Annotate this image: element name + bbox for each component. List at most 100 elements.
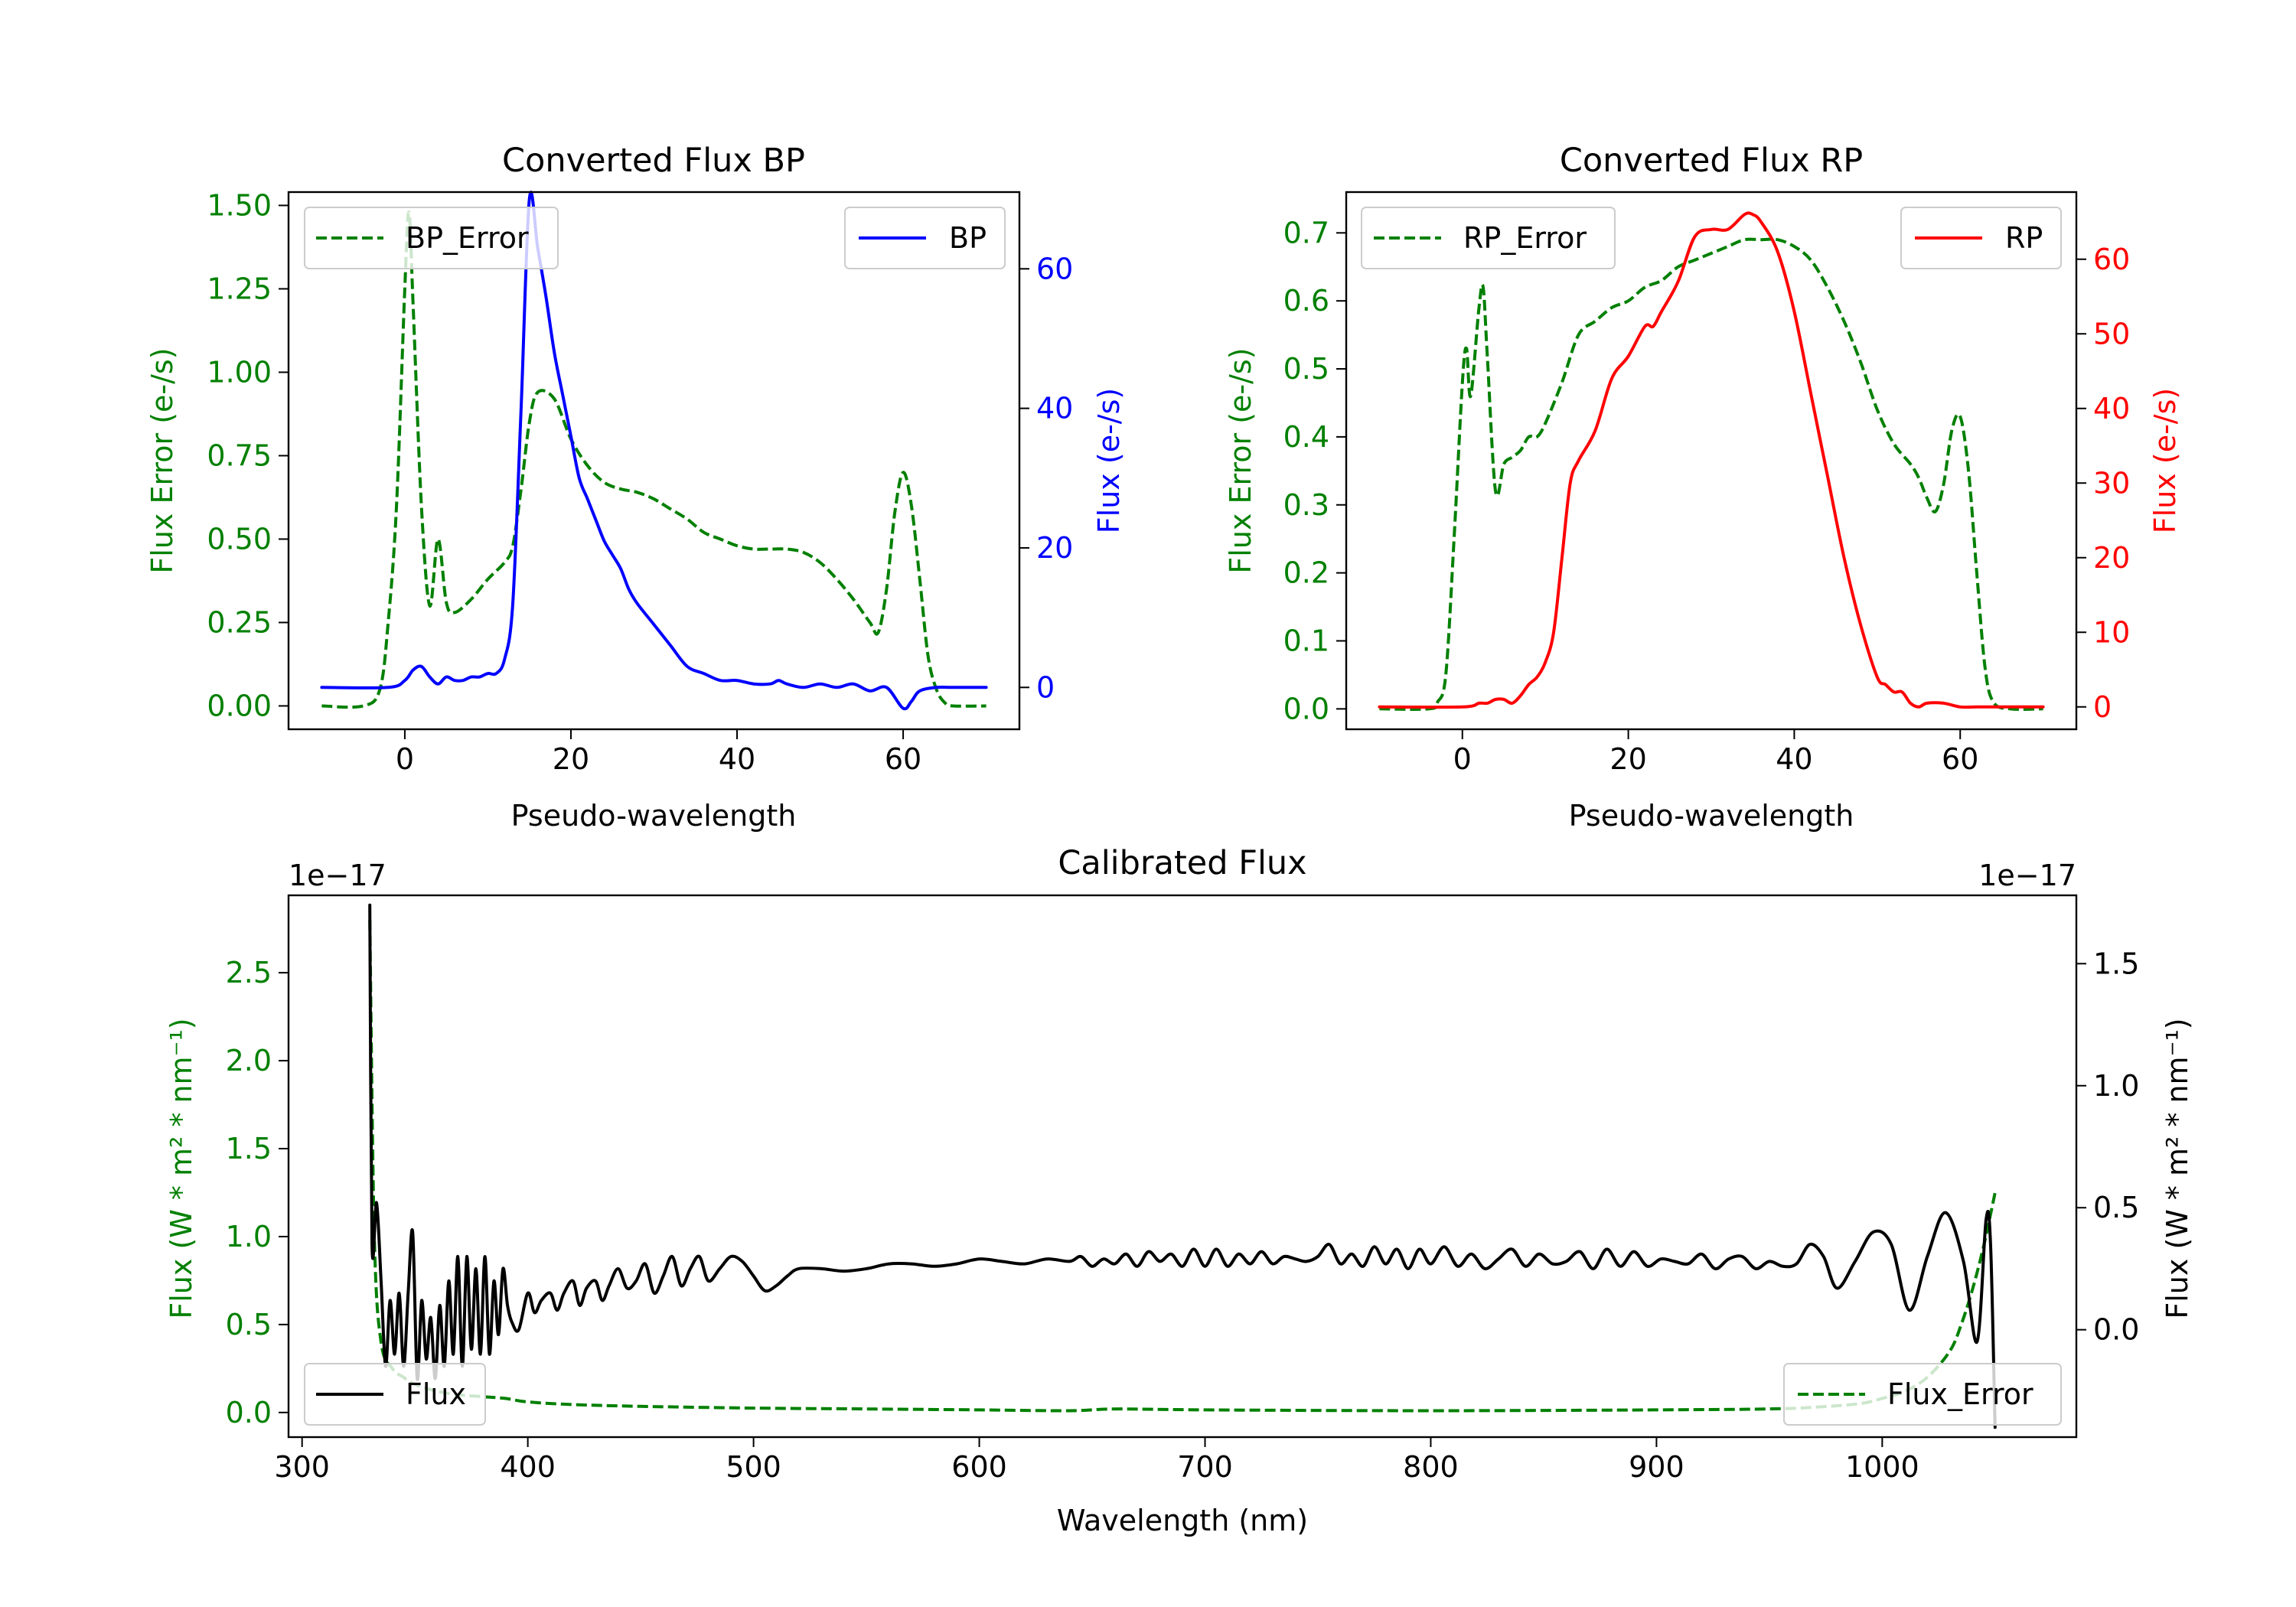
cal-right-y-tick-label: 1.5 — [2093, 947, 2139, 980]
cal-x-tick-label: 600 — [951, 1450, 1007, 1484]
cal-left-y-tick-label: 0.0 — [226, 1396, 272, 1429]
rp-right-y-tick-label: 40 — [2093, 392, 2130, 425]
rp-series-layer — [1378, 211, 2045, 711]
bp-panel: 0 20 40 60 0.00 0.25 0.50 0.75 1.00 1.25 1.50 0 20… — [145, 142, 1126, 833]
bp-right-y-ticks: 0 20 40 60 — [1019, 252, 1073, 704]
rp-right-y-tick-label: 30 — [2093, 466, 2130, 500]
calibrated-panel: 300 400 500 600 700 800 900 1000 0.0 0.5 1.0 1.5 2.… — [165, 844, 2194, 1537]
bp-x-tick-label: 40 — [719, 742, 755, 776]
cal-left-y-tick-label: 1.5 — [226, 1132, 272, 1165]
cal-right-y-tick-label: 1.0 — [2093, 1069, 2139, 1103]
cal-x-tick-label: 1000 — [1845, 1450, 1919, 1484]
bp-series-layer — [320, 191, 988, 711]
cal-x-tick-label: 900 — [1629, 1450, 1684, 1484]
bp-x-axis-label: Pseudo-wavelength — [511, 799, 797, 833]
cal-x-tick-label: 800 — [1403, 1450, 1459, 1484]
rp-left-y-tick-label: 0.7 — [1283, 216, 1329, 249]
cal-left-y-tick-label: 2.5 — [226, 956, 272, 989]
bp-left-y-tick-label: 1.00 — [207, 355, 272, 389]
calibrated-error-legend-label: Flux_Error — [1887, 1377, 2033, 1411]
rp-x-tick-label: 60 — [1942, 742, 1978, 776]
bp-x-tick-label: 0 — [396, 742, 414, 776]
cal-right-y-tick-label: 0.0 — [2093, 1313, 2139, 1347]
cal-x-tick-label: 700 — [1177, 1450, 1233, 1484]
rp-left-y-tick-label: 0.0 — [1283, 692, 1329, 725]
bp-bp-error-line — [321, 210, 987, 709]
rp-rp-line — [1378, 211, 2045, 709]
rp-left-y-tick-label: 0.1 — [1283, 624, 1329, 657]
bp-x-tick-label: 60 — [885, 742, 921, 776]
rp-x-tick-label: 20 — [1609, 742, 1646, 776]
bp-right-y-tick-label: 0 — [1036, 670, 1055, 704]
rp-error-legend-box — [1361, 207, 1616, 269]
rp-rp-error-line — [1379, 237, 2043, 711]
cal-x-tick-label: 300 — [274, 1450, 330, 1484]
calibrated-series-layer — [368, 903, 1997, 1429]
bp-x-ticks: 0 20 40 60 — [396, 729, 921, 776]
cal-x-tick-label: 400 — [500, 1450, 556, 1484]
calibrated-flux-legend-box — [304, 1363, 486, 1426]
calibrated-error-legend[interactable]: Flux_Error — [1783, 1363, 2062, 1426]
rp-x-ticks: 0 20 40 60 — [1453, 729, 1978, 776]
rp-left-y-tick-label: 0.3 — [1283, 488, 1329, 522]
bp-x-tick-label: 20 — [553, 742, 589, 776]
rp-x-tick-label: 40 — [1776, 742, 1812, 776]
rp-error-legend[interactable]: RP_Error — [1361, 207, 1616, 269]
cal-left-y-tick-label: 2.0 — [226, 1044, 272, 1077]
calibrated-right-y-ticks: 0.0 0.5 1.0 1.5 — [2076, 947, 2139, 1347]
rp-left-y-tick-label: 0.5 — [1283, 352, 1329, 386]
rp-flux-legend[interactable]: RP — [1900, 207, 2062, 269]
rp-right-y-tick-label: 60 — [2093, 243, 2130, 276]
rp-left-y-ticks: 0.0 0.1 0.2 0.3 0.4 0.5 0.6 0.7 — [1283, 216, 1346, 725]
rp-left-y-tick-label: 0.2 — [1283, 556, 1329, 590]
calibrated-left-y-ticks: 0.0 0.5 1.0 1.5 2.0 2.5 — [226, 956, 289, 1429]
rp-flux-legend-label: RP — [2005, 221, 2043, 255]
cal-left-y-tick-label: 0.5 — [226, 1308, 272, 1341]
cal-x-tick-label: 500 — [726, 1450, 781, 1484]
rp-right-y-tick-label: 50 — [2093, 317, 2130, 350]
bp-title: Converted Flux BP — [502, 142, 805, 180]
bp-right-y-tick-label: 40 — [1036, 392, 1073, 425]
calibrated-right-y-axis-label: Flux (W * m² * nm⁻¹) — [2161, 1018, 2194, 1319]
rp-right-y-tick-label: 0 — [2093, 690, 2112, 724]
rp-axes-frame — [1345, 191, 2078, 731]
bp-flux-legend-label: BP — [949, 221, 987, 255]
calibrated-x-axis-label: Wavelength (nm) — [1057, 1504, 1308, 1537]
rp-right-y-tick-label: 10 — [2093, 615, 2130, 649]
bp-error-legend-box — [304, 207, 559, 269]
bp-left-y-tick-label: 0.00 — [207, 689, 272, 722]
calibrated-x-ticks: 300 400 500 600 700 800 900 1000 — [274, 1437, 1919, 1484]
bp-bp-line — [320, 191, 988, 711]
calibrated-left-offset-text: 1e−17 — [289, 859, 386, 892]
cal-right-y-tick-label: 0.5 — [2093, 1191, 2139, 1224]
calibrated-right-offset-text: 1e−17 — [1978, 859, 2076, 892]
bp-right-y-tick-label: 20 — [1036, 531, 1073, 565]
calibrated-flux-legend-label: Flux — [406, 1377, 466, 1411]
rp-right-y-tick-label: 20 — [2093, 541, 2130, 575]
cal-flux-error-line — [368, 920, 1997, 1413]
rp-right-y-axis-label: Flux (e-/s) — [2148, 388, 2182, 533]
bp-left-y-ticks: 0.00 0.25 0.50 0.75 1.00 1.25 1.50 — [207, 188, 289, 722]
calibrated-title: Calibrated Flux — [1058, 844, 1306, 882]
bp-left-y-tick-label: 0.75 — [207, 438, 272, 472]
bp-left-y-tick-label: 1.50 — [207, 188, 272, 222]
calibrated-left-y-axis-label: Flux (W * m² * nm⁻¹) — [165, 1018, 198, 1319]
cal-flux-line — [368, 903, 1997, 1429]
rp-error-legend-label: RP_Error — [1463, 221, 1587, 255]
rp-left-y-tick-label: 0.4 — [1283, 420, 1329, 454]
rp-x-tick-label: 0 — [1453, 742, 1472, 776]
cal-left-y-tick-label: 1.0 — [226, 1220, 272, 1253]
bp-right-y-axis-label: Flux (e-/s) — [1092, 388, 1126, 533]
rp-panel: 0 20 40 60 0.0 0.1 0.2 0.3 0.4 0.5 0.6 0.7 0 10 20 30… — [1224, 142, 2182, 833]
calibrated-flux-legend[interactable]: Flux — [304, 1363, 486, 1426]
bp-error-legend[interactable]: BP_Error — [304, 207, 559, 269]
bp-left-y-tick-label: 0.50 — [207, 522, 272, 556]
calibrated-axes-frame — [287, 894, 2078, 1439]
bp-flux-legend[interactable]: BP — [844, 207, 1006, 269]
bp-left-y-tick-label: 1.25 — [207, 272, 272, 305]
rp-left-y-tick-label: 0.6 — [1283, 284, 1329, 318]
rp-right-y-ticks: 0 10 20 30 40 50 60 — [2076, 243, 2130, 724]
bp-axes-frame — [287, 191, 1021, 731]
rp-left-y-axis-label: Flux Error (e-/s) — [1224, 347, 1257, 573]
bp-error-legend-label: BP_Error — [406, 221, 529, 255]
